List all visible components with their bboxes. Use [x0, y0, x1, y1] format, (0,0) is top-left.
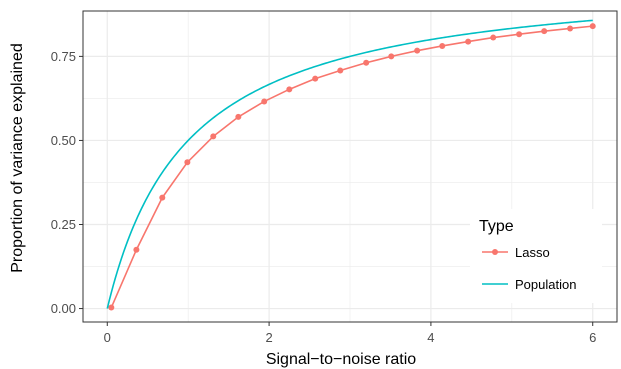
series-lasso-line — [110, 25, 593, 308]
series-population-line — [106, 19, 593, 309]
series-lasso-point — [159, 194, 166, 201]
tick-labels: 0 2 4 6 0.00 0.25 0.50 0.75 — [51, 49, 597, 345]
legend-title: Type — [479, 218, 514, 235]
series-lasso-point — [312, 75, 319, 82]
y-tick-label: 0.75 — [51, 49, 76, 64]
series-lasso-point — [414, 47, 421, 54]
series-lasso-point — [337, 67, 344, 74]
series-lasso-point — [567, 25, 574, 32]
x-tick-label: 6 — [589, 330, 596, 345]
series-lasso-point — [541, 28, 548, 35]
y-tick-label: 0.25 — [51, 217, 76, 232]
legend-key-lasso-marker — [492, 249, 498, 255]
series-lasso-point — [439, 42, 446, 49]
panel-border — [82, 10, 618, 323]
x-tick-label: 0 — [104, 330, 111, 345]
series-lasso-point — [108, 304, 115, 311]
series-lasso-point — [133, 246, 140, 253]
legend-label-lasso: Lasso — [515, 245, 550, 260]
series-lasso-point — [589, 23, 596, 30]
y-axis-title: Proportion of variance explained — [9, 43, 26, 272]
series-lasso-point — [465, 38, 472, 45]
series-lasso-point — [363, 59, 370, 66]
series-lasso-point — [286, 86, 293, 93]
x-tick-label: 2 — [265, 330, 272, 345]
series-lasso-point — [210, 133, 217, 140]
legend-label-population: Population — [515, 277, 576, 292]
series-layer — [106, 19, 596, 311]
y-tick-label: 0.00 — [51, 301, 76, 316]
x-tick-label: 4 — [427, 330, 434, 345]
axis-ticks — [79, 55, 594, 326]
x-axis-title: Signal−to−noise ratio — [266, 351, 416, 368]
series-lasso-point — [490, 34, 497, 41]
legend: Type Lasso Population — [470, 209, 602, 303]
series-lasso-point — [184, 159, 191, 166]
series-lasso-point — [235, 113, 242, 120]
series-lasso-point — [261, 98, 268, 105]
legend-background — [470, 209, 602, 303]
series-lasso-point — [388, 53, 395, 60]
y-tick-label: 0.50 — [51, 133, 76, 148]
series-lasso-point — [516, 31, 523, 38]
